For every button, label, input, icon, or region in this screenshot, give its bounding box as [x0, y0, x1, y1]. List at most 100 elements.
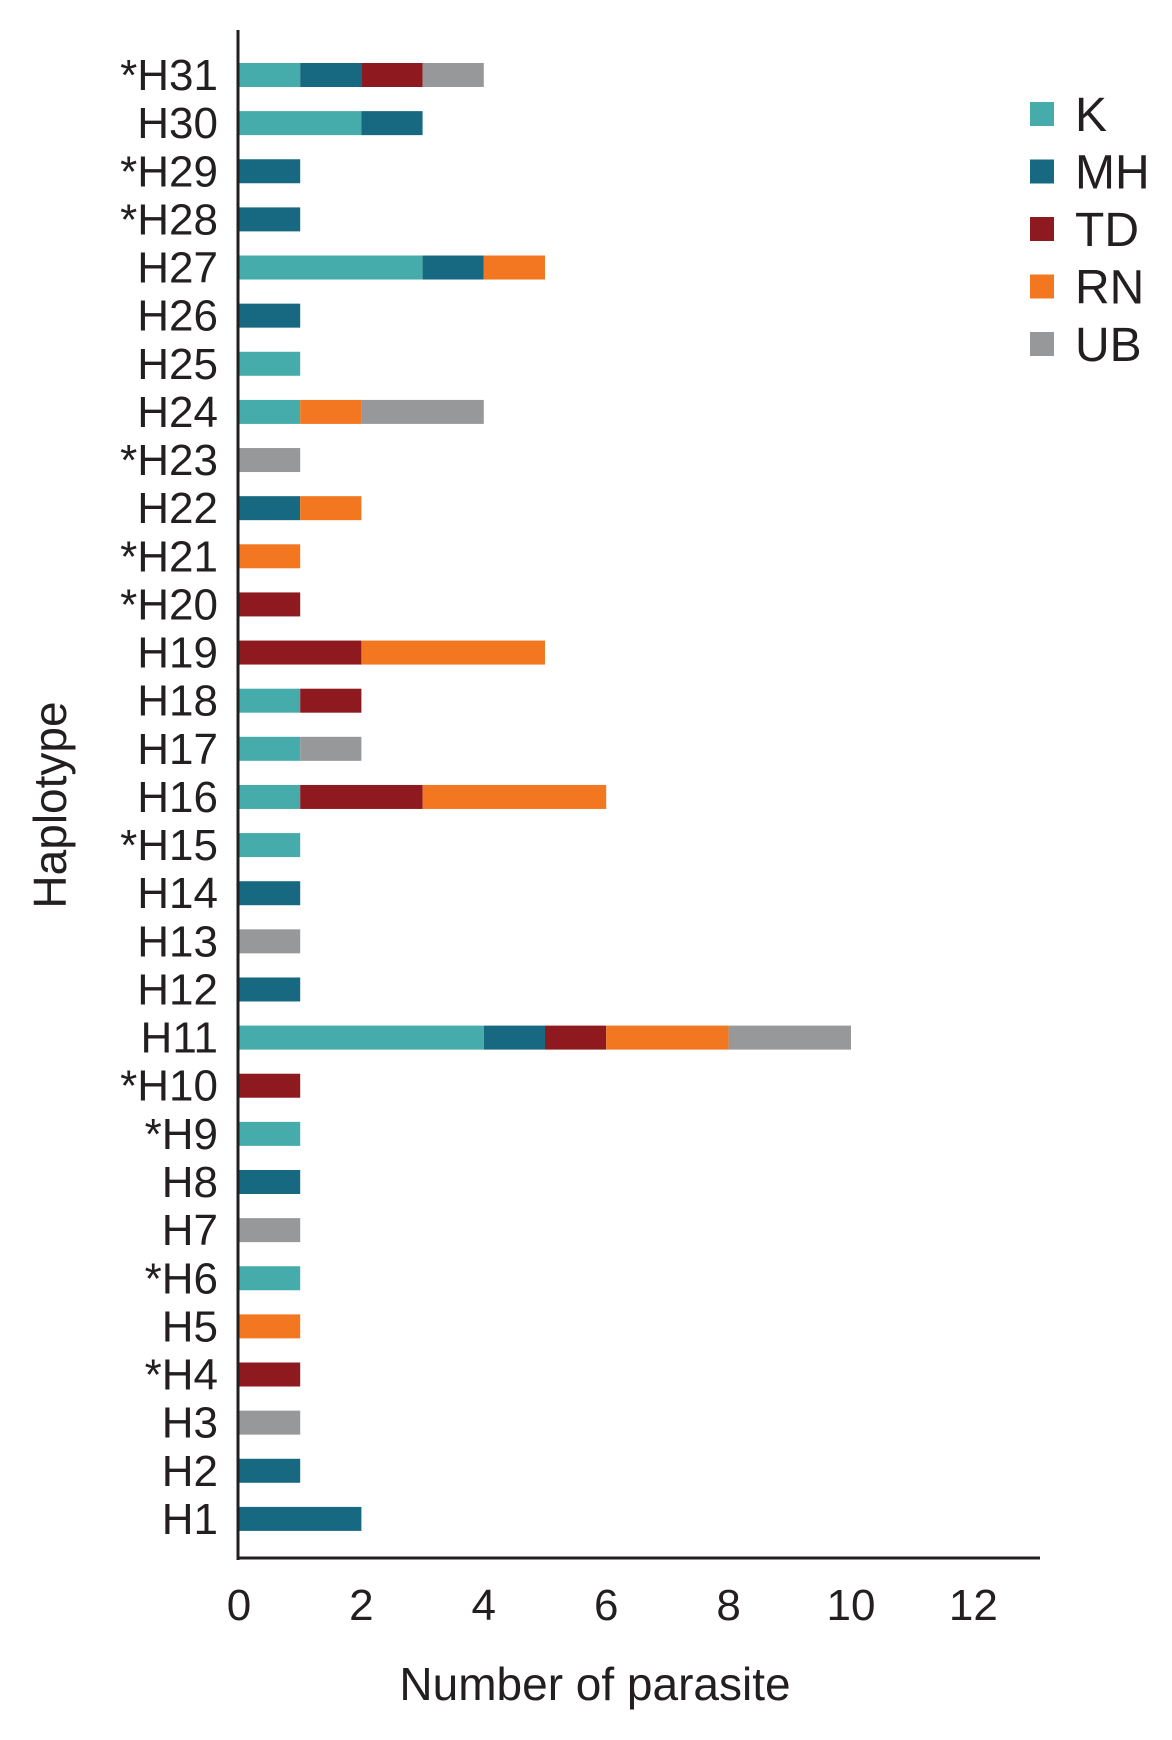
category-label-h3: H3	[162, 1399, 218, 1448]
x-tick-labels: 0 2 4 6 8 10 12	[227, 1581, 998, 1630]
bar-h19-td	[239, 640, 362, 665]
bar-star-h6-k	[239, 1266, 301, 1291]
category-label-h16: H16	[137, 773, 218, 822]
bar-h22-mh	[239, 496, 301, 521]
bar-h30-mh	[361, 111, 423, 136]
bar-star-h31-k	[239, 63, 301, 87]
axes	[236, 30, 1040, 1560]
category-label-h2: H2	[162, 1447, 218, 1496]
legend-swatch-ub	[1030, 332, 1054, 356]
legend-swatch-k	[1030, 102, 1054, 126]
bar-star-h31-ub	[422, 63, 484, 87]
legend-label-rn: RN	[1075, 262, 1144, 315]
bar-h30-k	[239, 111, 362, 136]
bar-star-h20-td	[239, 592, 301, 617]
legend-swatch-td	[1030, 217, 1054, 241]
bar-h8-mh	[239, 1169, 301, 1194]
bar-star-h31-mh	[300, 63, 362, 87]
bar-h11-rn	[606, 1025, 729, 1050]
bar-h24-k	[239, 399, 301, 424]
bar-h18-td	[300, 688, 362, 713]
legend-label-td: TD	[1075, 204, 1139, 257]
x-tick-label-10: 10	[827, 1581, 876, 1630]
category-label-star-h15: *H15	[120, 821, 218, 870]
bar-star-h23-ub	[239, 448, 301, 473]
category-label-star-h6: *H6	[145, 1254, 218, 1303]
bar-h11-td	[545, 1025, 607, 1050]
bar-star-h4-td	[239, 1362, 301, 1387]
category-label-h11: H11	[141, 1014, 218, 1063]
bar-h27-rn	[483, 255, 545, 280]
bar-h11-mh	[483, 1025, 545, 1050]
category-label-star-h21: *H21	[120, 532, 218, 581]
category-label-h13: H13	[137, 917, 218, 966]
bar-h13-ub	[239, 929, 301, 954]
bar-star-h15-k	[239, 833, 301, 858]
bar-h17-ub	[300, 736, 362, 761]
category-label-h14: H14	[137, 869, 218, 918]
x-tick-label-8: 8	[716, 1581, 740, 1630]
bar-h11-ub	[728, 1025, 851, 1050]
bar-h19-rn	[361, 640, 545, 665]
category-label-h8: H8	[162, 1158, 218, 1207]
category-label-h30: H30	[137, 99, 218, 148]
category-label-star-h20: *H20	[120, 580, 218, 629]
category-label-h26: H26	[137, 292, 218, 341]
x-tick-label-12: 12	[949, 1581, 998, 1630]
bar-star-h21-rn	[239, 544, 301, 569]
bar-h16-k	[239, 784, 301, 809]
y-axis-title: Haplotype	[24, 701, 76, 908]
x-tick-label-6: 6	[594, 1581, 618, 1630]
legend-swatch-rn	[1030, 274, 1054, 299]
category-label-h18: H18	[137, 677, 218, 726]
category-labels: H1H2H3*H4H5*H6H7H8*H9*H10H11H12H13H14*H1…	[120, 51, 218, 1544]
bar-star-h29-mh	[239, 159, 301, 184]
bar-h25-k	[239, 351, 301, 376]
bar-star-h31-td	[361, 63, 423, 87]
bar-h7-ub	[239, 1218, 301, 1243]
bar-h22-rn	[300, 496, 362, 521]
category-label-h24: H24	[137, 388, 218, 437]
bar-h27-mh	[422, 255, 484, 280]
category-label-h17: H17	[137, 725, 218, 774]
legend-swatch-mh	[1030, 159, 1054, 184]
bar-h11-k	[239, 1025, 484, 1050]
category-label-h19: H19	[137, 629, 218, 678]
x-tick-label-0: 0	[227, 1581, 251, 1630]
bar-h14-mh	[239, 881, 301, 906]
bar-h24-rn	[300, 399, 362, 424]
category-label-h12: H12	[137, 965, 218, 1014]
category-label-star-h29: *H29	[120, 147, 218, 196]
bar-h3-ub	[239, 1410, 301, 1435]
bar-h17-k	[239, 736, 301, 761]
category-label-h7: H7	[162, 1206, 218, 1255]
bar-h2-mh	[239, 1458, 301, 1483]
category-label-h1: H1	[162, 1495, 218, 1544]
bar-h26-mh	[239, 303, 301, 328]
bar-h16-rn	[422, 784, 607, 809]
bar-star-h28-mh	[239, 207, 301, 232]
x-axis-title: Number of parasite	[399, 1658, 790, 1710]
bar-h24-ub	[361, 399, 484, 424]
bar-h16-td	[300, 784, 423, 809]
category-label-star-h10: *H10	[120, 1062, 218, 1111]
bar-h1-mh	[239, 1506, 362, 1531]
category-label-star-h31: *H31	[120, 51, 218, 100]
bar-star-h9-k	[239, 1121, 301, 1146]
legend-label-ub: UB	[1075, 319, 1142, 372]
legend-label-k: K	[1075, 89, 1107, 142]
x-tick-label-4: 4	[472, 1581, 496, 1630]
bar-h12-mh	[239, 977, 301, 1002]
category-label-h25: H25	[137, 340, 218, 389]
bar-h27-k	[239, 255, 423, 280]
category-label-star-h28: *H28	[120, 195, 218, 244]
category-label-h27: H27	[137, 244, 218, 293]
category-label-star-h23: *H23	[120, 436, 218, 485]
legend-label-mh: MH	[1075, 147, 1150, 200]
bars-layer	[239, 63, 851, 1531]
category-label-star-h4: *H4	[145, 1351, 218, 1400]
bar-h5-rn	[239, 1314, 301, 1339]
